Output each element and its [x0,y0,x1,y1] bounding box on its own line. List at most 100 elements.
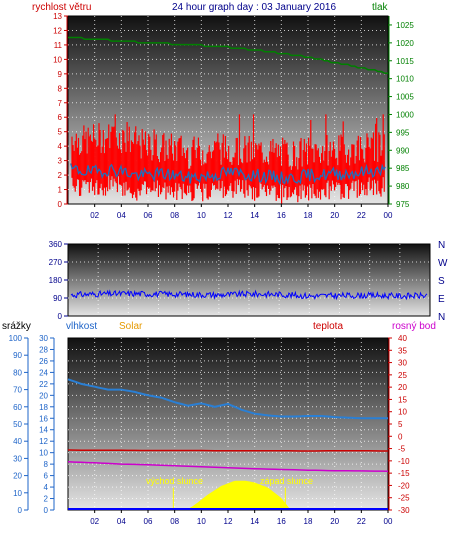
temperature-tick-label: -15 [398,469,410,478]
humidity-tick-label: 16 [39,414,48,423]
temperature-tick-label: 35 [398,346,407,355]
humidity-tick-label: 8 [44,460,49,469]
temperature-axis-title: teplota [313,321,344,332]
direction-tick-label: 90 [53,294,62,303]
humidity-tick-label: 6 [44,472,49,481]
temperature-tick-label: 30 [398,359,407,368]
wind-tick-label: 10 [53,55,62,64]
temperature-tick-label: -5 [398,445,406,454]
humidity-tick-label: 20 [39,391,48,400]
rain-axis-title: srážky [2,321,31,332]
x-tick-label: 08 [170,211,179,220]
pressure-tick-label: 1010 [396,75,414,84]
wind-tick-label: 11 [54,41,63,50]
humidity-tick-label: 28 [39,345,48,354]
temperature-tick-label: -25 [398,494,410,503]
humidity-tick-label: 30 [39,334,48,343]
compass-label: S [438,276,445,287]
temperature-tick-label: 10 [398,408,407,417]
x-tick-label: 02 [90,517,99,526]
compass-label: N [438,312,445,323]
x-tick-label: 10 [197,517,206,526]
wind-pressure-chart: 0123456789101112139759809859909951000100… [53,12,414,220]
temperature-tick-label: 40 [398,334,407,343]
wind-tick-label: 4 [58,142,63,151]
temperature-tick-label: 25 [398,371,407,380]
wind-tick-label: 1 [58,186,63,195]
pressure-tick-label: 1020 [396,39,414,48]
wind-tick-label: 13 [53,12,62,21]
x-tick-label: 02 [90,211,99,220]
solar-area [186,480,291,510]
rain-tick-label: 10 [13,489,22,498]
wind-tick-label: 9 [58,70,63,79]
rain-tick-label: 70 [13,386,22,395]
humidity-temperature-solar-chart: 0102030405060708090100024681012141618202… [9,334,410,526]
direction-tick-label: 0 [58,312,63,321]
temperature-tick-label: 0 [398,432,403,441]
humidity-axis-title: vlhkost [66,321,98,332]
wind-tick-label: 0 [58,200,63,209]
humidity-tick-label: 24 [39,368,48,377]
wind-tick-label: 3 [58,157,63,166]
x-tick-label: 00 [384,517,393,526]
x-tick-label: 04 [117,211,126,220]
pressure-line [68,36,388,75]
pressure-tick-label: 1015 [396,57,414,66]
rain-tick-label: 20 [13,472,22,481]
sunrise-label: východ slunce [146,476,204,486]
wind-tick-label: 2 [58,171,63,180]
rain-tick-label: 90 [13,351,22,360]
x-tick-label: 20 [330,211,339,220]
x-tick-label: 16 [277,517,286,526]
x-tick-label: 18 [304,517,313,526]
humidity-tick-label: 22 [39,380,48,389]
rain-tick-label: 30 [13,454,22,463]
compass-label: N [438,240,445,251]
wind-average-line [70,163,386,186]
rain-tick-label: 100 [9,334,23,343]
humidity-tick-label: 26 [39,357,48,366]
x-tick-label: 20 [330,517,339,526]
pressure-tick-label: 995 [396,128,410,137]
compass-label: W [438,258,448,269]
x-tick-label: 12 [224,211,233,220]
wind-speed-axis-title: rychlost větru [32,2,92,13]
x-tick-label: 22 [357,517,366,526]
x-tick-label: 08 [170,517,179,526]
direction-tick-label: 270 [49,258,63,267]
x-tick-label: 14 [250,211,259,220]
temperature-tick-label: 5 [398,420,403,429]
dewpoint-line [67,461,389,472]
temperature-tick-label: -20 [398,481,410,490]
compass-label: E [438,294,445,305]
pressure-tick-label: 1005 [396,93,414,102]
x-tick-label: 00 [384,211,393,220]
x-tick-label: 10 [197,211,206,220]
pressure-tick-label: 980 [396,182,410,191]
temperature-tick-label: -30 [398,506,410,515]
humidity-tick-label: 18 [39,403,48,412]
pressure-tick-label: 975 [396,200,410,209]
direction-tick-label: 180 [49,276,63,285]
pressure-tick-label: 1000 [396,110,414,119]
rain-tick-label: 40 [13,437,22,446]
pressure-tick-label: 985 [396,164,410,173]
humidity-line [67,378,388,420]
temperature-tick-label: 15 [398,395,407,404]
x-tick-label: 04 [117,517,126,526]
x-tick-label: 06 [144,211,153,220]
pressure-tick-label: 990 [396,146,410,155]
temperature-tick-label: 20 [398,383,407,392]
wind-tick-label: 6 [58,113,63,122]
direction-tick-label: 360 [49,240,63,249]
rain-tick-label: 0 [18,506,23,515]
humidity-tick-label: 0 [44,506,49,515]
x-tick-label: 16 [277,211,286,220]
dewpoint-axis-title: rosný bod [392,321,436,332]
pressure-axis-title: tlak [372,2,388,13]
rain-tick-label: 50 [13,420,22,429]
temperature-line [67,449,388,452]
humidity-tick-label: 14 [39,426,48,435]
